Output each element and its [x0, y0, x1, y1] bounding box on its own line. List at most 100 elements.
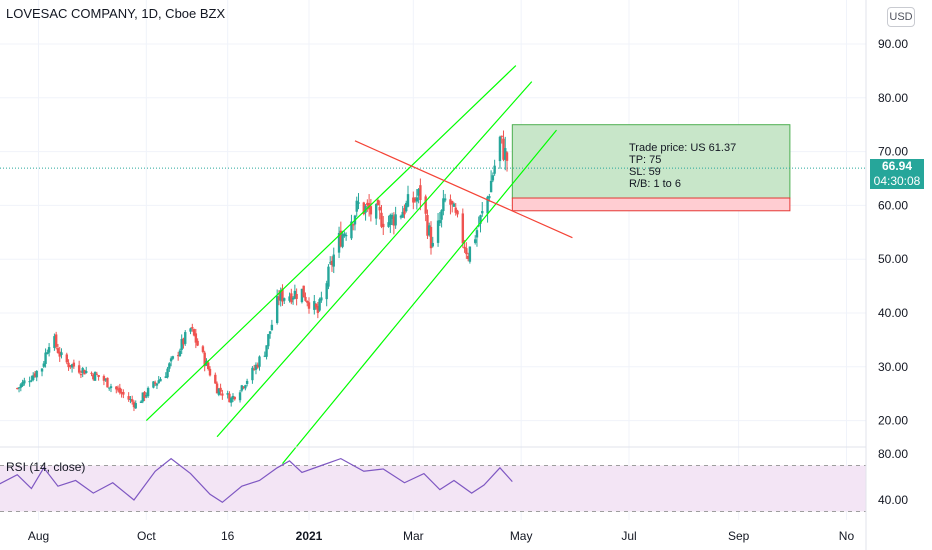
candle-body [146, 387, 150, 397]
candle-body [169, 358, 173, 362]
channel-lines[interactable] [145, 65, 557, 465]
candle-body [53, 336, 56, 348]
channel-line[interactable] [145, 65, 517, 422]
candle-body [295, 293, 298, 299]
candle-body [465, 248, 468, 255]
candle-body [254, 364, 258, 370]
candle-body [316, 305, 320, 313]
candle-body [155, 383, 159, 386]
channel-line[interactable] [216, 81, 533, 438]
time-tick-label: 16 [221, 529, 235, 543]
candle-body [72, 362, 76, 367]
candle-body [42, 363, 45, 367]
candle-body [118, 387, 122, 393]
candle-body [491, 175, 495, 181]
candle-body [489, 180, 493, 193]
candle-body [16, 388, 19, 390]
rsi-tick-label: 40.00 [878, 493, 908, 507]
rsi-indicator-label[interactable]: RSI (14, close) [6, 460, 86, 474]
candle-body [58, 351, 61, 357]
candle-body [304, 296, 307, 301]
price-tick-label: 60.00 [878, 198, 908, 212]
candle-body [44, 352, 47, 364]
candle-body [203, 352, 206, 367]
candle-body [486, 196, 489, 214]
candle-body [97, 375, 100, 378]
candle-body [475, 230, 479, 238]
price-axis[interactable]: 90.00 80.00 70.00 60.00 50.00 40.00 30.00 20.00… [878, 37, 908, 507]
candle-body [325, 283, 328, 300]
candle-body [47, 347, 51, 353]
candle-body [134, 403, 137, 409]
candle-body [176, 355, 180, 357]
candle-body [314, 303, 318, 308]
candle-body [350, 221, 353, 239]
candle-body [233, 396, 236, 400]
time-axis[interactable]: Aug Oct 16 2021 Mar May Jul Sep No [28, 529, 855, 543]
candle-body [208, 368, 212, 376]
candle-body [307, 302, 311, 309]
last-price-value: 66.94 [881, 159, 913, 174]
last-price-tag: 66.94 04:30:08 [870, 159, 924, 190]
candle-body [159, 378, 162, 382]
candle-body [263, 355, 266, 357]
candle-body [362, 202, 366, 215]
candle-body [168, 363, 171, 369]
price-tick-label: 90.00 [878, 37, 908, 51]
loss-zone[interactable] [511, 197, 791, 212]
candle-body [40, 368, 44, 372]
candle-body [54, 334, 58, 347]
candle-body [428, 225, 431, 236]
candle-body [28, 381, 31, 383]
candle-body [258, 356, 261, 367]
candle-body [498, 136, 502, 162]
candle-body [196, 340, 199, 346]
candle-body [226, 393, 229, 395]
time-tick-label: Aug [28, 529, 49, 543]
take-profit-label: TP: 75 [629, 154, 661, 166]
candle-body [230, 397, 233, 403]
candle-body [500, 135, 503, 137]
candle-body [344, 234, 348, 237]
channel-line[interactable] [282, 129, 557, 465]
candle-body [473, 239, 477, 243]
candle-body [412, 197, 415, 203]
candle-body [207, 362, 210, 370]
candle-body [251, 367, 254, 381]
candle-body [35, 370, 38, 378]
candle-body [376, 200, 380, 206]
candle-body [390, 214, 394, 220]
candle-body [184, 332, 187, 344]
candle-body [19, 384, 23, 388]
candle-body [417, 189, 420, 196]
candle-body [443, 198, 447, 201]
candle-body [109, 386, 113, 389]
candle-body [401, 211, 404, 218]
candle-body [127, 396, 130, 400]
candle-body [171, 356, 175, 359]
candle-body [387, 222, 390, 227]
currency-button[interactable]: USD [887, 7, 915, 27]
candle-body [21, 382, 24, 386]
candle-body [17, 387, 21, 389]
candle-body [23, 380, 26, 384]
candle-body [504, 148, 507, 160]
candle-body [419, 185, 422, 201]
bar-countdown: 04:30:08 [873, 174, 921, 189]
risk-reward-label: R/B: 1 to 6 [629, 178, 681, 190]
time-tick-label: 2021 [296, 529, 323, 543]
candle-body [477, 225, 480, 227]
symbol-title[interactable]: LOVESAC COMPANY, 1D, Cboe BZX [6, 6, 226, 21]
candle-body [145, 394, 148, 397]
profit-zone[interactable] [511, 124, 791, 199]
rsi-band [0, 465, 866, 512]
candle-body [438, 220, 442, 224]
candle-body [219, 387, 222, 392]
candle-body [429, 226, 433, 249]
candle-body [46, 352, 49, 354]
candle-body [463, 246, 466, 249]
resistance-trendline[interactable] [354, 140, 573, 239]
candle-body [452, 203, 456, 207]
candle-body [403, 208, 406, 215]
